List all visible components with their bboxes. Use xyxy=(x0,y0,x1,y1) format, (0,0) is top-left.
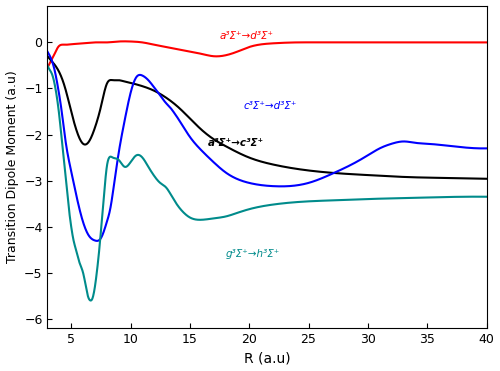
Y-axis label: Transition Dipole Moment (a.u): Transition Dipole Moment (a.u) xyxy=(6,70,18,263)
Text: g³Σ⁺→h³Σ⁺: g³Σ⁺→h³Σ⁺ xyxy=(226,249,280,259)
Text: a³Σ⁺→c³Σ⁺: a³Σ⁺→c³Σ⁺ xyxy=(208,138,264,148)
Text: c³Σ⁺→d³Σ⁺: c³Σ⁺→d³Σ⁺ xyxy=(244,101,296,111)
X-axis label: R (a.u): R (a.u) xyxy=(244,351,290,365)
Text: a³Σ⁺→d³Σ⁺: a³Σ⁺→d³Σ⁺ xyxy=(220,31,274,41)
